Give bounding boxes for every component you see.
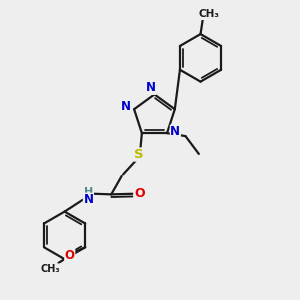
- Text: N: N: [83, 193, 93, 206]
- Text: CH₃: CH₃: [199, 10, 220, 20]
- Text: CH₃: CH₃: [40, 264, 60, 274]
- Text: N: N: [146, 81, 156, 94]
- Text: O: O: [65, 249, 75, 262]
- Text: H: H: [84, 187, 93, 197]
- Text: N: N: [121, 100, 131, 113]
- Text: O: O: [134, 187, 145, 200]
- Text: N: N: [170, 125, 180, 138]
- Text: S: S: [134, 148, 144, 161]
